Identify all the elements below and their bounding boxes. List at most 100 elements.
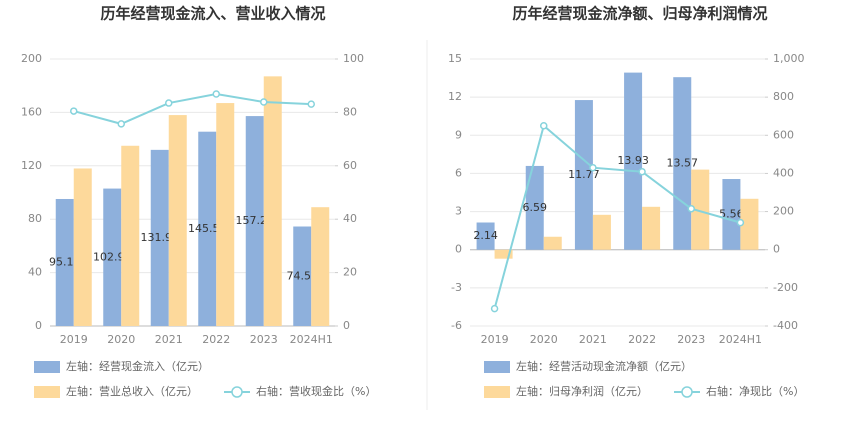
y2-tick-label: 1,000	[773, 52, 805, 65]
y-tick-label: 0	[455, 243, 462, 256]
y-tick-label: 40	[28, 266, 42, 279]
point	[307, 100, 315, 108]
y2-tick-label: 80	[343, 105, 357, 118]
x-tick-label: 2019	[60, 333, 88, 346]
x-tick-label: 2023	[250, 333, 278, 346]
bar	[245, 116, 264, 327]
legend-label: 左轴：经营现金流入（亿元）	[66, 359, 209, 373]
bar	[73, 168, 92, 326]
y2-tick-label: 200	[773, 205, 794, 218]
bar	[722, 179, 741, 250]
y-tick-label: 200	[21, 52, 42, 65]
legend-swatch	[34, 361, 60, 373]
x-tick-label: 2023	[677, 333, 705, 346]
line	[493, 123, 741, 309]
y2-tick-label: 60	[343, 159, 357, 172]
bar	[642, 206, 661, 250]
y2-tick-label: -200	[773, 281, 798, 294]
x-tick-label: 2024H1	[290, 333, 333, 346]
bar	[543, 236, 562, 250]
y-tick-label: 160	[21, 105, 42, 118]
data-label: 13.93	[617, 154, 649, 167]
bar	[121, 145, 140, 326]
legend-label: 左轴：经营活动现金流净额（亿元）	[516, 359, 692, 373]
point	[736, 218, 745, 227]
y-tick-label: 6	[455, 166, 462, 179]
y-tick-label: 120	[21, 159, 42, 172]
legend-swatch	[681, 386, 693, 398]
legend-swatch	[231, 386, 243, 398]
y-tick-label: 9	[455, 128, 462, 141]
bar	[592, 214, 611, 250]
line	[73, 92, 312, 125]
y2-tick-label: 800	[773, 90, 794, 103]
x-tick-label: 2021	[579, 333, 607, 346]
legend-label: 左轴：归母净利润（亿元）	[516, 384, 648, 398]
y2-tick-label: 600	[773, 128, 794, 141]
point	[589, 163, 597, 172]
y2-tick-label: 20	[343, 266, 357, 279]
point	[117, 120, 125, 128]
y2-tick-label: -400	[773, 319, 798, 332]
data-label: 2.14	[473, 229, 498, 242]
bar	[216, 103, 235, 327]
point	[212, 90, 220, 98]
x-tick-label: 2021	[155, 333, 183, 346]
data-label: 74.53	[287, 269, 319, 282]
x-tick-label: 2020	[530, 333, 558, 346]
point	[638, 167, 646, 176]
point	[490, 304, 499, 313]
x-tick-label: 2022	[628, 333, 656, 346]
x-tick-label: 2019	[481, 333, 509, 346]
point	[540, 122, 548, 130]
y-tick-label: 15	[448, 52, 462, 65]
legend-label: 右轴：营收现金比（%）	[256, 384, 376, 398]
point	[260, 98, 268, 106]
bar	[311, 207, 330, 326]
bar	[673, 77, 692, 250]
bar	[624, 72, 643, 250]
legend-label: 左轴：营业总收入（亿元）	[66, 384, 198, 398]
x-tick-label: 2022	[202, 333, 230, 346]
y2-tick-label: 100	[343, 52, 364, 65]
legend-swatch	[484, 386, 510, 398]
data-label: 5.56	[719, 207, 744, 220]
bar	[103, 188, 122, 326]
bar	[55, 198, 74, 326]
y-tick-label: 0	[35, 319, 42, 332]
legend-label: 右轴：净现比（%）	[706, 384, 804, 398]
bar	[476, 222, 495, 250]
y-tick-label: -3	[451, 281, 462, 294]
point	[687, 204, 695, 213]
y-tick-label: 12	[448, 90, 462, 103]
legend-swatch	[34, 386, 60, 398]
point	[165, 99, 173, 107]
legend-swatch	[484, 361, 510, 373]
data-label: 6.59	[523, 201, 548, 214]
bar	[150, 149, 169, 326]
y2-tick-label: 0	[773, 243, 780, 256]
bar	[168, 115, 187, 326]
bar	[691, 169, 710, 250]
bar	[525, 165, 544, 250]
bar	[263, 76, 282, 326]
bar	[740, 198, 759, 250]
chart-title: 历年经营现金流净额、归母净利润情况	[512, 5, 767, 23]
chart-title: 历年经营现金流入、营业收入情况	[100, 5, 325, 23]
x-tick-label: 2020	[107, 333, 135, 346]
y-tick-label: -6	[451, 319, 462, 332]
y-tick-label: 80	[28, 212, 42, 225]
data-label: 13.57	[667, 156, 699, 169]
data-label: 95.14	[49, 255, 81, 268]
bar	[494, 249, 513, 259]
bar	[574, 100, 593, 250]
bar	[293, 226, 312, 326]
bar	[198, 131, 217, 326]
y2-tick-label: 40	[343, 212, 357, 225]
y-tick-label: 3	[455, 205, 462, 218]
x-tick-label: 2024H1	[719, 333, 762, 346]
point	[70, 107, 78, 115]
y2-tick-label: 400	[773, 166, 794, 179]
y2-tick-label: 0	[343, 319, 350, 332]
